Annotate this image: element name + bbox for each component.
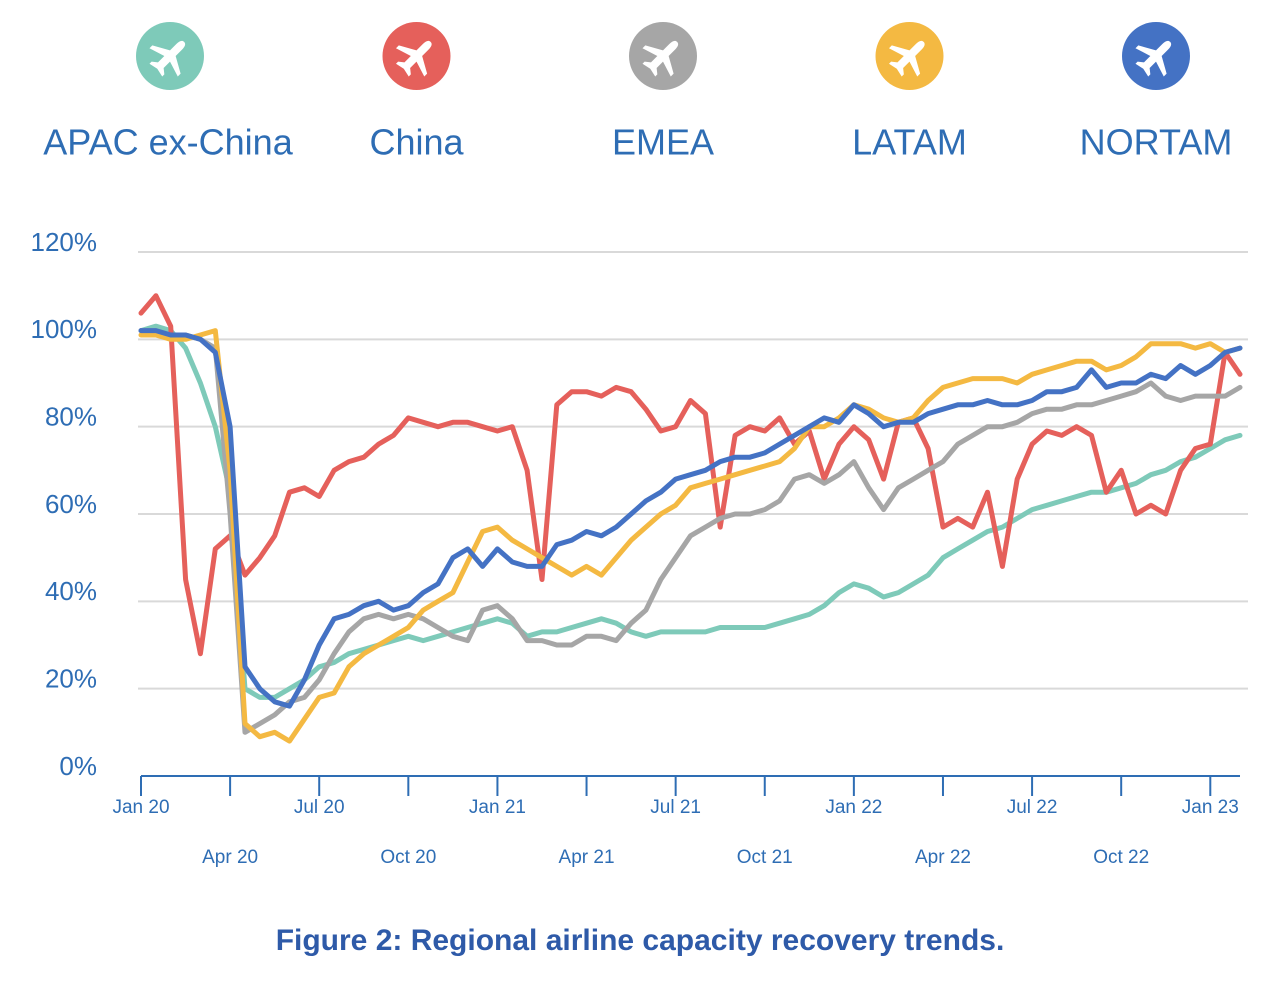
y-tick-label: 80% — [45, 402, 97, 432]
legend-label: EMEA — [612, 122, 714, 163]
legend-item: LATAM — [852, 22, 967, 163]
x-tick-label: Jan 22 — [825, 797, 882, 818]
series-line — [138, 293, 1243, 657]
legend-item: APAC ex-China — [43, 22, 294, 163]
x-tick-label: Oct 21 — [737, 847, 793, 868]
x-tick-label: Jul 20 — [294, 797, 345, 818]
series-line — [138, 328, 1243, 735]
x-tick-label: Oct 22 — [1093, 847, 1149, 868]
x-tick-label: Jul 22 — [1007, 797, 1058, 818]
x-tick-label: Apr 20 — [202, 847, 258, 868]
series-line — [138, 323, 1243, 700]
legend-label: APAC ex-China — [43, 122, 293, 163]
x-tick-label: Jul 21 — [650, 797, 701, 818]
y-tick-label: 120% — [31, 227, 98, 257]
legend-item: NORTAM — [1080, 22, 1233, 163]
legend-label: China — [369, 122, 464, 163]
series-line — [138, 328, 1243, 744]
x-tick-label: Jan 23 — [1182, 797, 1239, 818]
series-line — [138, 328, 1243, 709]
x-tick-label: Jan 20 — [112, 797, 169, 818]
y-tick-label: 40% — [45, 576, 97, 606]
y-tick-label: 60% — [45, 489, 97, 519]
x-tick-label: Apr 22 — [915, 847, 971, 868]
x-tick-label: Apr 21 — [559, 847, 615, 868]
legend-label: NORTAM — [1080, 122, 1233, 163]
y-tick-label: 100% — [31, 314, 98, 344]
legend-item: EMEA — [612, 22, 714, 163]
x-tick-label: Oct 20 — [380, 847, 436, 868]
x-tick-label: Jan 21 — [469, 797, 526, 818]
legend-label: LATAM — [852, 122, 967, 163]
y-tick-label: 20% — [45, 664, 97, 694]
legend-item: China — [369, 22, 465, 163]
chart-title: Figure 2: Regional airline capacity reco… — [276, 924, 1005, 957]
y-tick-label: 0% — [59, 751, 97, 781]
